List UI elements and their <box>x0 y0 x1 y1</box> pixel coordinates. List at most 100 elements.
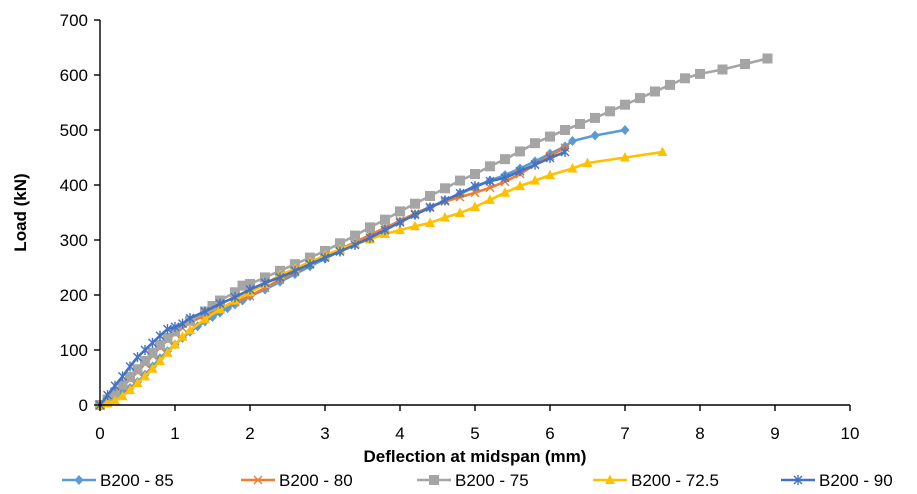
data-point <box>545 153 555 164</box>
data-point <box>147 347 158 358</box>
legend-item: B200 - 85 <box>62 471 174 490</box>
legend-label: B200 - 72.5 <box>631 471 719 490</box>
data-point <box>500 172 510 183</box>
data-point <box>110 380 120 391</box>
x-tick-label: 1 <box>170 424 179 443</box>
data-point <box>110 387 120 398</box>
data-point <box>103 390 112 401</box>
series-line <box>98 150 566 406</box>
series-line <box>99 150 663 407</box>
data-point <box>762 53 773 64</box>
data-point <box>350 230 360 241</box>
data-point <box>455 207 465 218</box>
data-point <box>560 147 570 157</box>
tick-labels: 0 100 200 300 400 500 600 700 0 1 2 3 4 5 6 7 8 9 10 <box>60 11 860 443</box>
legend-item: B200 - 80 <box>241 471 353 490</box>
data-point <box>395 206 405 217</box>
data-point <box>185 324 195 335</box>
data-point <box>567 163 578 173</box>
series-1 <box>95 125 630 410</box>
data-point <box>162 347 173 357</box>
data-point <box>590 112 600 123</box>
legend-label: B200 - 80 <box>279 471 353 490</box>
series-line <box>99 57 768 407</box>
data-point <box>500 187 510 197</box>
data-point <box>245 279 255 289</box>
data-point <box>620 152 630 162</box>
legend-item: B200 - 75 <box>417 471 529 490</box>
y-tick-label: 200 <box>60 286 88 305</box>
legend: B200 - 85 B200 - 80 B200 - 75 B200 - 72.5 B2… <box>62 471 893 490</box>
legend-item: B200 - 72.5 <box>593 471 719 490</box>
data-point <box>155 340 165 351</box>
data-point <box>515 146 525 157</box>
data-point <box>605 106 615 117</box>
data-point <box>395 224 405 235</box>
legend-marker <box>793 475 803 485</box>
data-point <box>380 225 390 236</box>
legend-label: B200 - 90 <box>819 471 893 490</box>
data-point <box>440 211 450 222</box>
data-point <box>440 195 450 206</box>
x-tick-label: 0 <box>95 424 104 443</box>
data-point <box>118 371 127 382</box>
data-point <box>545 169 555 180</box>
data-point <box>635 93 645 104</box>
data-point <box>410 220 420 231</box>
data-point <box>178 318 187 329</box>
data-point <box>470 201 480 211</box>
data-point <box>290 265 300 276</box>
data-point <box>395 217 405 228</box>
data-point <box>155 355 165 365</box>
data-point <box>140 356 150 366</box>
data-point <box>237 280 248 291</box>
data-point <box>305 259 315 270</box>
data-point <box>117 379 128 390</box>
data-point <box>575 118 585 129</box>
y-tick-label: 0 <box>79 396 88 415</box>
data-point <box>485 194 495 204</box>
y-tick-label: 500 <box>60 121 88 140</box>
data-point <box>530 175 540 185</box>
data-point <box>335 238 345 249</box>
data-point <box>260 277 270 288</box>
data-point <box>155 330 165 341</box>
data-point <box>620 99 630 110</box>
data-point <box>147 363 158 373</box>
data-point <box>500 154 510 165</box>
legend-marker <box>429 475 439 485</box>
legend-label: B200 - 85 <box>100 471 174 490</box>
data-point <box>515 180 525 191</box>
data-point <box>740 59 750 69</box>
data-point <box>485 176 495 187</box>
data-point <box>177 331 188 341</box>
data-point <box>230 292 240 303</box>
data-point <box>425 217 435 227</box>
data-point <box>125 361 135 372</box>
data-point <box>380 214 390 225</box>
data-point <box>148 337 157 348</box>
data-point <box>470 169 480 179</box>
data-point <box>275 272 285 283</box>
y-tick-label: 100 <box>60 341 88 360</box>
data-point <box>515 166 525 177</box>
legend-marker <box>253 475 263 485</box>
legend-marker <box>74 475 84 485</box>
legend-label: B200 - 75 <box>455 471 529 490</box>
data-point <box>620 125 630 135</box>
data-point <box>410 209 420 220</box>
series-line <box>99 128 626 407</box>
x-tick-label: 9 <box>770 424 779 443</box>
data-point <box>245 284 255 295</box>
data-point <box>680 73 690 84</box>
x-tick-label: 10 <box>841 424 860 443</box>
x-tick-label: 8 <box>695 424 704 443</box>
data-point <box>440 183 450 194</box>
legend-marker <box>605 474 615 484</box>
series-3 <box>95 53 773 410</box>
data-point <box>163 324 172 335</box>
data-point <box>260 272 270 283</box>
data-point <box>410 198 420 209</box>
data-point <box>215 298 225 309</box>
